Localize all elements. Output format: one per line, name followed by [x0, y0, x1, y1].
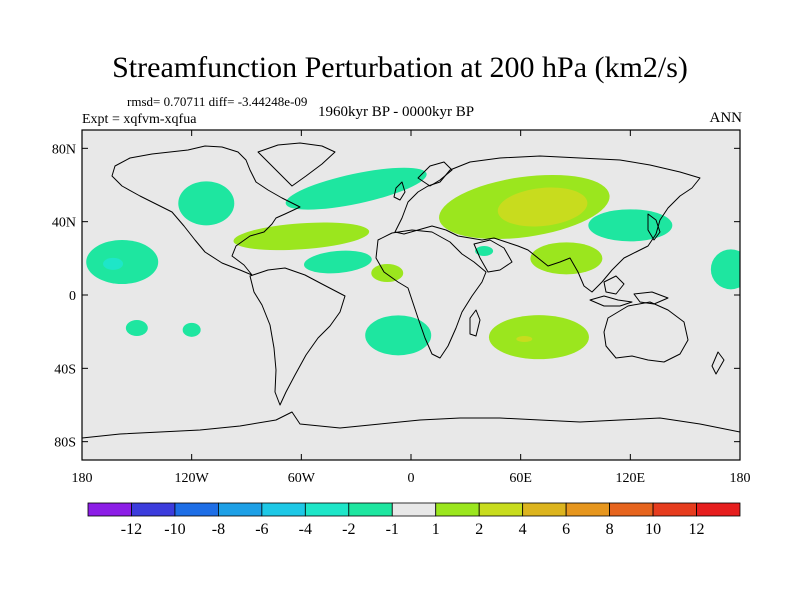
colorbar-swatch [652, 502, 697, 517]
colorbar-label: -1 [386, 521, 399, 538]
colorbar-swatch [174, 502, 219, 517]
x-tick-label: 0 [408, 471, 415, 486]
colorbar-label: -8 [212, 521, 225, 538]
coast-antarctica [82, 411, 740, 439]
coast-new-guinea [633, 291, 669, 305]
chart-title: Streamfunction Perturbation at 200 hPa (… [112, 51, 688, 84]
anomaly-north-atlantic-negative [285, 167, 427, 210]
coast-british-isles [393, 181, 406, 201]
coast-scandinavia [417, 161, 453, 187]
anomaly-south-pacific-negative-1 [125, 320, 148, 336]
coast-eurasia [394, 155, 701, 293]
colorbar-swatch [391, 502, 437, 517]
anomaly-west-pacific-negative [710, 249, 740, 290]
colorbar-swatch [435, 502, 480, 517]
y-tick-label: 80N [52, 142, 76, 157]
anomaly-atlantic-positive [233, 222, 370, 251]
anomaly-eurasia-positive-core [497, 187, 588, 227]
x-tick-label: 120E [616, 471, 646, 486]
coastline-layer [82, 142, 740, 439]
y-tick-label: 0 [69, 289, 76, 304]
colorbar-swatch [522, 502, 567, 517]
coast-australia [603, 301, 689, 363]
colorbar-swatch [261, 502, 306, 517]
colorbar-swatch [87, 502, 132, 517]
coast-japan [647, 213, 661, 241]
anomaly-indian-ocean-positive [488, 315, 589, 360]
anomaly-layer [86, 167, 740, 360]
colorbar-swatch [609, 502, 654, 517]
colorbar-label: -2 [342, 521, 355, 538]
x-tick-label: 180 [72, 471, 93, 486]
coast-indonesia [589, 295, 633, 307]
colorbar-label: -12 [121, 521, 142, 538]
x-tick-label: 60E [509, 471, 532, 486]
colorbar-swatch [565, 502, 611, 517]
anomaly-india-positive [530, 242, 603, 275]
colorbar-label: -10 [164, 521, 185, 538]
period-label: 1960kyr BP - 0000kyr BP [318, 104, 475, 120]
anomaly-arabian-sea-negative [475, 246, 494, 256]
colorbar-swatch [217, 502, 263, 517]
season-label: ANN [709, 110, 743, 126]
anomaly-west-africa-positive [371, 264, 404, 282]
x-tick-label: 60W [288, 471, 316, 486]
stats-text: rmsd= 0.70711 diff= -3.44248e-09 [127, 94, 308, 109]
anomaly-tropical-atlantic-negative [304, 250, 372, 274]
colorbar-swatch [478, 502, 524, 517]
coast-borneo [603, 275, 625, 295]
y-tick-label: 40N [52, 216, 76, 231]
colorbar-label: -4 [299, 521, 312, 538]
colorbar-label: 2 [475, 521, 483, 538]
colorbar-swatch [696, 502, 741, 517]
colorbar-label: 8 [606, 521, 614, 538]
coast-greenland [257, 142, 336, 187]
colorbar-label: 10 [645, 521, 661, 538]
coast-arabia [473, 239, 513, 273]
coast-africa [375, 229, 487, 359]
anomaly-south-pacific-negative-2 [182, 322, 201, 337]
anomaly-north-america-negative [178, 181, 235, 226]
colorbar-label: 6 [562, 521, 570, 538]
x-tick-label: 120W [175, 471, 210, 486]
coast-south-america [249, 267, 346, 406]
colorbar-label: -6 [255, 521, 268, 538]
colorbar-swatch [131, 502, 176, 517]
colorbar-label: 12 [689, 521, 705, 538]
colorbar-swatch [348, 502, 393, 517]
colorbar-swatch [304, 502, 350, 517]
coast-new-zealand [711, 351, 725, 375]
anomaly-south-atlantic-negative [365, 315, 432, 356]
colorbar: -12 -10 -8 -6 -4 -2 -1 1 2 4 6 8 10 12 [87, 502, 741, 538]
anomaly-indian-ocean-positive-core [516, 336, 533, 342]
anomaly-east-asia-negative [588, 209, 673, 242]
x-tick-label: 180 [730, 471, 751, 486]
colorbar-label: 4 [519, 521, 527, 538]
axis-ticks: 180 120W 60W 0 60E 120E 180 80N 40N 0 40S 80S [52, 130, 751, 486]
y-tick-label: 80S [54, 436, 76, 451]
colorbar-label: 1 [432, 521, 440, 538]
coast-madagascar [469, 309, 481, 337]
y-tick-label: 40S [54, 362, 76, 377]
coast-north-america [111, 145, 301, 276]
experiment-label: Expt = xqfvm-xqfua [82, 112, 197, 127]
anomaly-north-pacific-east-core [103, 257, 124, 270]
